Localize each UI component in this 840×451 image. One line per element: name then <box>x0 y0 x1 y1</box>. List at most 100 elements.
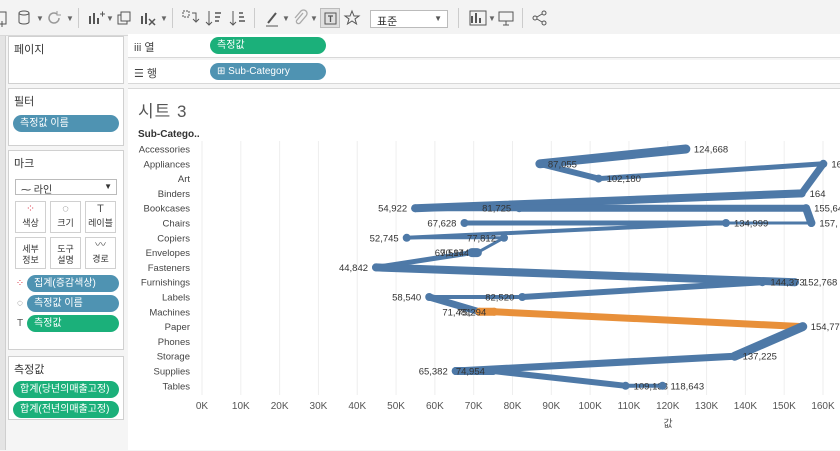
color-button[interactable]: ⁘ 색상 <box>15 201 46 233</box>
tooltip-button[interactable]: 도구 설명 <box>50 237 81 269</box>
clear-icon[interactable] <box>138 8 158 28</box>
series-segment <box>372 263 799 287</box>
data-point <box>681 145 690 153</box>
filter-pill-measure-names[interactable]: 측정값 이름 <box>13 115 119 132</box>
y-axis-header: Sub-Catego.. <box>138 129 200 140</box>
x-tick-label: 0K <box>196 401 209 412</box>
mark-field-row: T 측정값 <box>13 315 119 332</box>
y-category-label: Copiers <box>157 233 190 244</box>
separator <box>522 8 523 28</box>
y-category-label: Paper <box>165 322 190 333</box>
y-category-label: Accessories <box>139 145 190 156</box>
pages-title: 페이지 <box>14 44 45 56</box>
new-sheet-icon[interactable] <box>86 8 106 28</box>
data-label: 70,944 <box>440 248 469 259</box>
rows-shelf[interactable]: ☰ 행 ⊞ Sub-Category <box>128 60 840 84</box>
sort-asc-icon[interactable] <box>204 8 224 28</box>
highlight-icon[interactable] <box>262 8 282 28</box>
sheet-title: 시트 3 <box>138 102 188 121</box>
x-axis-label: 값 <box>663 418 672 430</box>
data-point <box>798 322 807 331</box>
fit-size-dropdown[interactable]: 표준 ▼ <box>370 10 448 28</box>
new-sheet-caret-icon[interactable]: ▼ <box>106 14 114 23</box>
data-source-icon[interactable] <box>14 8 34 28</box>
series-segment <box>535 144 691 169</box>
x-tick-label: 90K <box>542 401 560 412</box>
measure-pill[interactable]: 합계(당년의매출고정) <box>13 381 119 398</box>
size-icon: ◌ <box>62 203 69 215</box>
x-tick-label: 110K <box>618 401 641 412</box>
color-icon: ⁘ <box>15 278 25 289</box>
data-point <box>790 278 799 287</box>
data-point <box>594 174 603 183</box>
marks-title: 마크 <box>14 158 35 170</box>
mark-field-pill[interactable]: 집계(증감색상) <box>27 275 119 292</box>
rows-label-text: 행 <box>146 68 158 80</box>
y-category-label: Labels <box>162 293 190 304</box>
label-icon: T <box>16 318 24 329</box>
mark-field-pill[interactable]: 측정값 이름 <box>27 295 119 312</box>
data-label: 58,540 <box>392 293 421 304</box>
data-label: 164 <box>810 189 826 200</box>
data-source-caret-icon[interactable]: ▼ <box>36 14 44 23</box>
label-icon[interactable] <box>320 8 340 28</box>
data-label: 152,768 <box>803 278 837 289</box>
series-segment <box>404 221 728 240</box>
refresh-icon[interactable] <box>44 8 64 28</box>
data-point <box>515 204 524 213</box>
x-tick-label: 140K <box>734 401 758 412</box>
detail-button[interactable]: 세부 정보 <box>15 237 46 269</box>
data-point <box>807 219 816 227</box>
label-icon: T <box>97 203 104 215</box>
share-icon[interactable] <box>530 8 550 28</box>
columns-pill[interactable]: 측정값 <box>210 37 326 54</box>
y-category-label: Chairs <box>163 219 191 230</box>
mark-type-dropdown[interactable]: ⁓ 라인 ▼ <box>15 179 117 196</box>
new-data-icon[interactable] <box>0 8 12 28</box>
data-point <box>797 189 806 198</box>
series-segment <box>452 352 739 375</box>
sort-desc-icon[interactable] <box>228 8 248 28</box>
y-category-label: Supplies <box>154 367 191 378</box>
show-me-caret-icon[interactable]: ▼ <box>488 14 496 23</box>
path-button[interactable]: 〰 경로 <box>85 237 116 269</box>
presentation-icon[interactable] <box>496 8 516 28</box>
mark-type-value: 라인 <box>33 185 53 196</box>
data-label: 109,138 <box>634 381 668 392</box>
data-label: 52,745 <box>370 233 399 244</box>
filters-title: 필터 <box>14 96 35 108</box>
data-point <box>425 293 434 301</box>
measure-pill[interactable]: 합계(전년의매출고정) <box>13 401 119 418</box>
data-point <box>473 248 482 257</box>
columns-shelf[interactable]: iii 열 측정값 <box>128 34 840 58</box>
x-tick-label: 150K <box>773 401 797 412</box>
series-segment <box>425 293 483 316</box>
attach-icon[interactable] <box>290 8 310 28</box>
pin-icon[interactable] <box>342 8 362 28</box>
highlight-caret-icon[interactable]: ▼ <box>282 14 290 23</box>
y-category-label: Storage <box>157 352 190 363</box>
refresh-caret-icon[interactable]: ▼ <box>66 14 74 23</box>
rows-pill[interactable]: ⊞ Sub-Category <box>210 63 326 80</box>
fit-size-value: 표준 <box>377 16 398 28</box>
clear-caret-icon[interactable]: ▼ <box>160 14 168 23</box>
line-icon: ⁓ <box>21 185 34 196</box>
mark-field-pill[interactable]: 측정값 <box>27 315 119 332</box>
attach-caret-icon[interactable]: ▼ <box>310 14 318 23</box>
size-button[interactable]: ◌ 크기 <box>50 201 81 233</box>
label-button[interactable]: T 레이블 <box>85 201 116 233</box>
data-label: 82,520 <box>485 293 514 304</box>
measures-card: 측정값 합계(당년의매출고정) 합계(전년의매출고정) <box>8 356 124 420</box>
series-segment <box>519 279 766 300</box>
columns-label-text: 열 <box>144 42 155 54</box>
size-label: 크기 <box>57 218 74 228</box>
y-category-label: Bookcases <box>144 204 191 215</box>
y-category-label: Envelopes <box>146 248 191 259</box>
y-category-label: Phones <box>158 337 190 348</box>
show-me-icon[interactable] <box>468 8 488 28</box>
swap-icon[interactable] <box>180 8 200 28</box>
x-tick-label: 30K <box>310 401 328 412</box>
data-point <box>488 367 497 375</box>
sheet-view: 시트 3 0K 10K 20K 30K 40K 50K 60K 70K 80K 90K 100K 11… <box>128 88 840 450</box>
duplicate-icon[interactable] <box>114 8 134 28</box>
